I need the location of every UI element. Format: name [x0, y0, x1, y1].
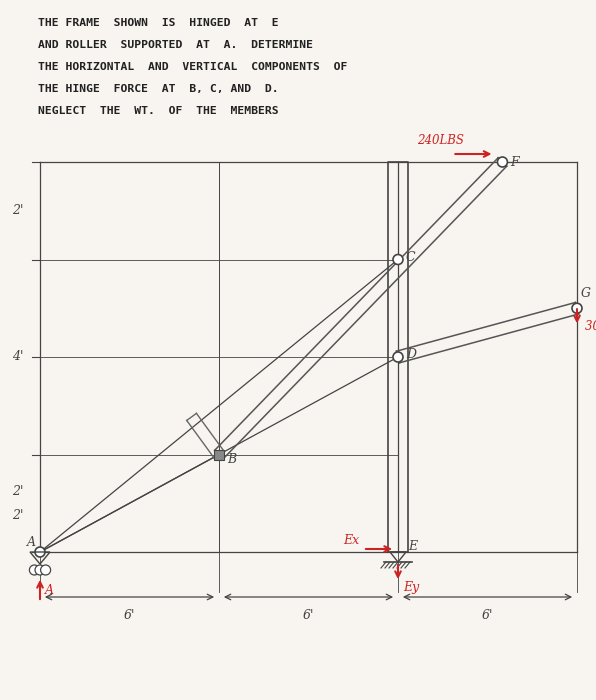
Text: Ex: Ex — [343, 533, 359, 547]
Text: 2': 2' — [13, 204, 24, 217]
Text: 300 LBS: 300 LBS — [585, 321, 596, 333]
Circle shape — [41, 565, 51, 575]
Polygon shape — [214, 449, 224, 459]
Circle shape — [35, 565, 45, 575]
Text: B: B — [227, 453, 236, 466]
Text: THE FRAME  SHOWN  IS  HINGED  AT  E: THE FRAME SHOWN IS HINGED AT E — [38, 18, 278, 28]
Circle shape — [35, 547, 45, 557]
Text: 6': 6' — [303, 609, 314, 622]
Text: THE HINGE  FORCE  AT  B, C, AND  D.: THE HINGE FORCE AT B, C, AND D. — [38, 84, 278, 94]
Text: A: A — [45, 584, 54, 596]
Circle shape — [29, 565, 39, 575]
Circle shape — [393, 352, 403, 362]
Text: C: C — [406, 251, 415, 264]
Text: THE HORIZONTAL  AND  VERTICAL  COMPONENTS  OF: THE HORIZONTAL AND VERTICAL COMPONENTS O… — [38, 62, 347, 72]
Text: AND ROLLER  SUPPORTED  AT  A.  DETERMINE: AND ROLLER SUPPORTED AT A. DETERMINE — [38, 40, 313, 50]
Text: 6': 6' — [482, 609, 493, 622]
Text: 240LBS: 240LBS — [417, 134, 464, 147]
Text: Ey: Ey — [403, 580, 419, 594]
Text: 4': 4' — [13, 351, 24, 363]
Text: NEGLECT  THE  WT.  OF  THE  MEMBERS: NEGLECT THE WT. OF THE MEMBERS — [38, 106, 278, 116]
Circle shape — [393, 255, 403, 265]
Text: 2': 2' — [13, 509, 24, 522]
Text: 6': 6' — [124, 609, 135, 622]
Text: G: G — [581, 287, 591, 300]
Text: 2': 2' — [13, 484, 24, 498]
Text: F: F — [510, 155, 519, 169]
Text: E: E — [408, 540, 417, 554]
Text: A: A — [27, 536, 36, 549]
Circle shape — [498, 157, 507, 167]
Text: D: D — [406, 349, 416, 361]
Circle shape — [572, 303, 582, 314]
